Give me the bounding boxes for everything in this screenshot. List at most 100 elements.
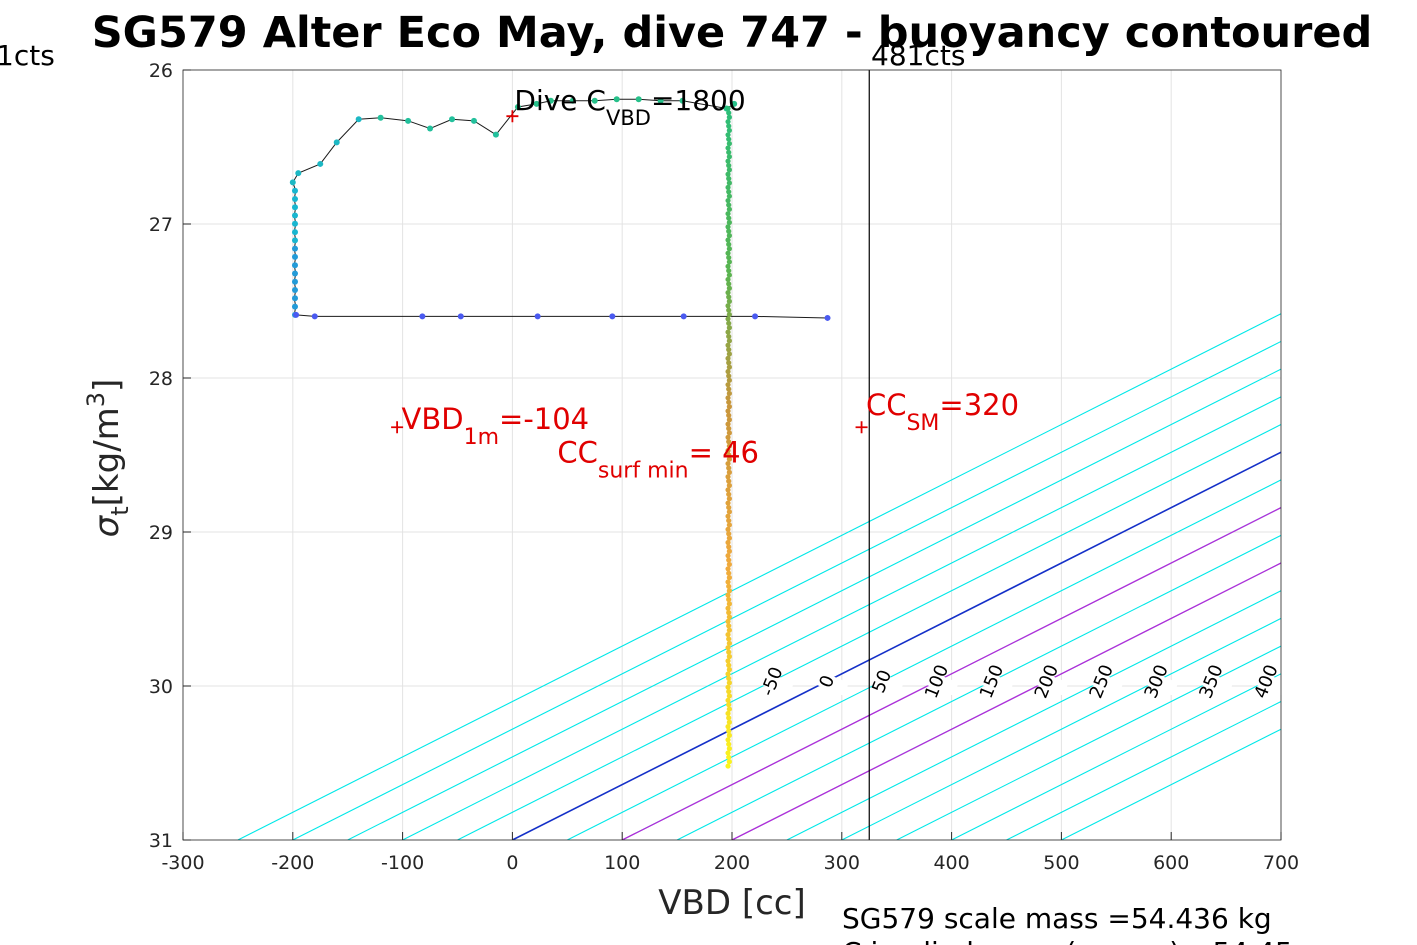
profile-point — [291, 220, 298, 227]
profile-point — [726, 364, 732, 370]
cc-sm-label-value: =320 — [939, 388, 1019, 422]
counts-label-right: 481cts — [871, 39, 965, 72]
profile-point — [726, 456, 732, 462]
y-tick-label: 26 — [149, 60, 173, 82]
profile-point — [291, 303, 298, 310]
profile-point — [317, 160, 324, 167]
profile-point — [533, 100, 540, 107]
profile-point — [725, 658, 731, 664]
axis-ticks: -300 -200 -100 0 100 200 300 400 500 600 700 26 27 28… — [149, 60, 1299, 874]
y-tick-label: 28 — [149, 368, 173, 390]
profile-point — [726, 715, 732, 721]
y-axis-unit-sup: 3 — [82, 392, 110, 407]
contour-line — [457, 423, 1281, 840]
profile-point — [635, 96, 642, 103]
profile-point — [726, 254, 732, 261]
cc-sm-label-sub: SM — [906, 411, 939, 436]
profile-point — [726, 614, 732, 620]
profile-point — [725, 171, 731, 177]
profile-point — [726, 574, 732, 581]
x-tick-label: 100 — [604, 852, 640, 874]
cc-sm-label-main: CC — [866, 388, 907, 422]
dive-c-vbd-label-main: Dive C — [514, 84, 606, 117]
profile-point — [726, 496, 732, 502]
contour-label-bg — [1134, 667, 1179, 696]
contour-label-bg — [1024, 667, 1069, 696]
profile-point — [725, 447, 731, 454]
profile-point — [291, 287, 298, 294]
profile-point — [725, 263, 731, 269]
profile-point — [726, 417, 732, 423]
profile-point — [726, 439, 732, 445]
x-axis-label: VBD [cc] — [658, 883, 806, 923]
profile-point — [725, 408, 731, 414]
contour-line — [951, 673, 1281, 840]
profile-point — [726, 561, 732, 568]
profile-point — [726, 482, 732, 489]
profile-point — [680, 313, 687, 320]
profile-point — [725, 434, 731, 440]
profile-point — [725, 105, 731, 112]
profile-point — [569, 97, 576, 104]
profile-point — [289, 179, 296, 186]
contour-line — [567, 479, 1281, 840]
x-tick-label: 300 — [824, 852, 860, 874]
x-tick-label: -200 — [271, 852, 314, 874]
vbd-1m-label-main: VBD — [402, 402, 464, 436]
profile-point — [726, 272, 732, 278]
profile-point — [726, 294, 732, 300]
profile-point — [725, 737, 731, 743]
y-axis-symbol: σ — [87, 514, 127, 537]
profile-point — [725, 513, 731, 519]
profile-point — [726, 215, 732, 221]
profile-point — [725, 566, 731, 572]
contour-line-highlight — [731, 562, 1281, 840]
y-axis-unit-end: ] — [87, 379, 127, 392]
profile-point — [726, 325, 732, 331]
profile-point — [355, 116, 362, 123]
profile-point — [731, 100, 738, 107]
profile-point — [726, 176, 732, 182]
dive-c-vbd-label-value: =1800 — [651, 84, 746, 117]
profile-point — [726, 347, 732, 353]
annotation-marker — [506, 110, 519, 123]
profile-point — [726, 548, 732, 554]
profile-point — [291, 195, 298, 202]
profile-point — [726, 557, 732, 563]
contour-label-bg — [969, 667, 1014, 696]
profile-point — [726, 741, 732, 747]
profile-point — [726, 373, 732, 379]
profile-point — [311, 313, 318, 320]
vbd-1m-label-value: =-104 — [499, 402, 589, 436]
y-tick-label: 31 — [149, 830, 173, 852]
profile-point — [725, 539, 731, 546]
profile-point — [725, 237, 731, 243]
dive-profile-points — [289, 96, 831, 769]
profile-point — [726, 544, 732, 550]
profile-point — [726, 202, 732, 208]
contour-line — [1006, 700, 1281, 840]
profile-point — [725, 671, 731, 677]
profile-point — [725, 382, 731, 388]
x-tick-label: 700 — [1263, 852, 1299, 874]
profile-point — [725, 631, 731, 638]
profile-point — [534, 313, 541, 320]
profile-point — [726, 233, 732, 239]
profile-point — [679, 97, 686, 104]
profile-point — [726, 504, 732, 511]
cc-surf-min-label-sub: surf min — [598, 459, 689, 484]
profile-point — [725, 724, 731, 730]
profile-point — [726, 259, 732, 265]
profile-point — [449, 116, 456, 123]
profile-point — [725, 184, 731, 191]
profile-point — [725, 145, 731, 151]
profile-point — [725, 500, 731, 506]
profile-point — [291, 262, 298, 269]
profile-point — [726, 412, 732, 418]
x-tick-label: 400 — [933, 852, 969, 874]
profile-point — [725, 395, 731, 401]
profile-point — [726, 478, 732, 484]
profile-point — [726, 732, 732, 738]
